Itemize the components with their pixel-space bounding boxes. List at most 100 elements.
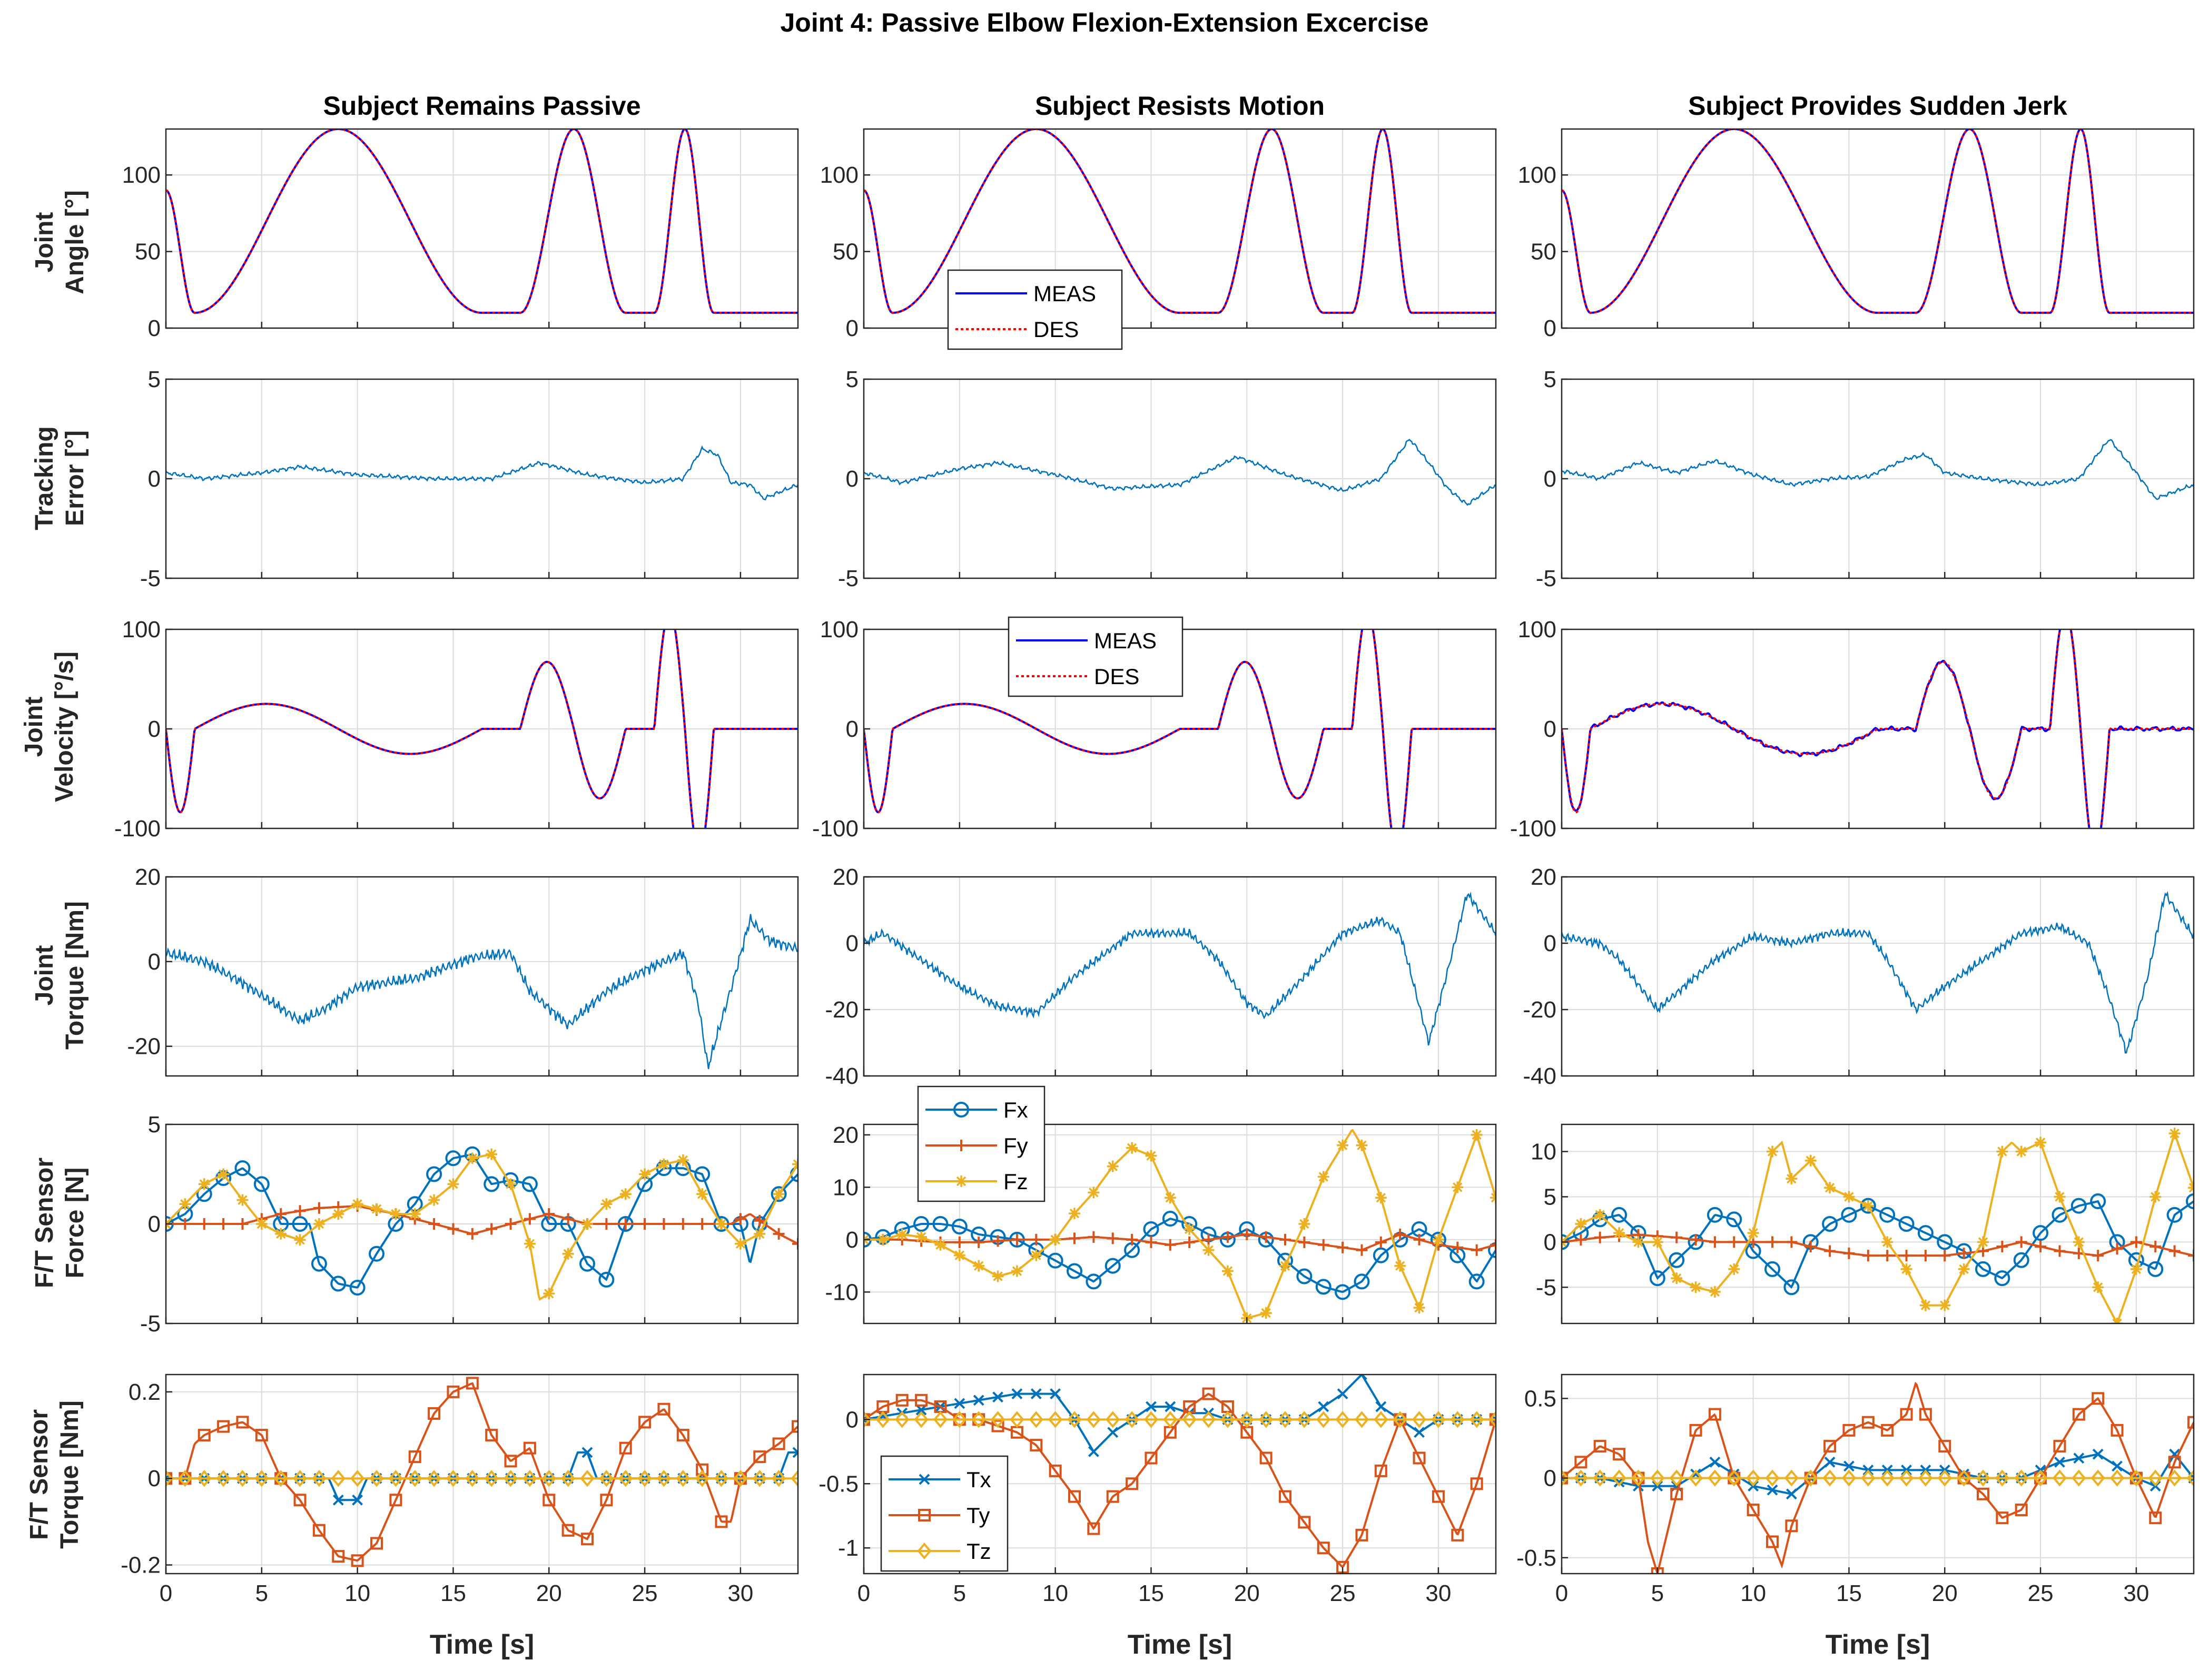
axes-ftorque-col3: -0.5 0 0.5 0 5 10 15 20 25 30 bbox=[1516, 1373, 2195, 1606]
y-tick-label: -100 bbox=[114, 816, 161, 842]
x-tick-label: 30 bbox=[727, 1580, 753, 1606]
y-tick-label: -20 bbox=[1523, 997, 1556, 1023]
series-ty-marker bbox=[466, 1377, 479, 1390]
series-fz-marker bbox=[973, 1260, 985, 1272]
series-fz-marker bbox=[1221, 1265, 1234, 1277]
series-fy-marker bbox=[1881, 1250, 1894, 1262]
legend-label: Fz bbox=[1003, 1169, 1028, 1194]
series-tx-marker bbox=[1165, 1401, 1176, 1412]
axes-jtorque-col2: -40 -20 0 20 bbox=[825, 864, 1497, 1089]
series-fy-marker bbox=[1030, 1233, 1042, 1246]
series-error-line bbox=[1562, 439, 2194, 500]
series-fz-marker bbox=[1375, 1192, 1387, 1204]
legend-label: Fy bbox=[1003, 1133, 1028, 1158]
y-tick-label: 0 bbox=[1544, 1466, 1556, 1491]
series-fx-marker bbox=[1860, 1198, 1876, 1214]
series-fx-marker bbox=[951, 1218, 968, 1234]
series-tz-marker bbox=[1937, 1469, 1952, 1487]
subplot-grid: 050100050100050100-505-505-505-1000100-1… bbox=[114, 128, 2195, 1606]
series-fz-marker bbox=[2035, 1137, 2047, 1149]
series-fy-marker bbox=[1164, 1239, 1176, 1251]
series-ty-marker bbox=[753, 1450, 766, 1464]
series-ty-marker bbox=[1470, 1477, 1483, 1490]
series-tz-marker bbox=[1688, 1469, 1703, 1487]
y-tick-label: -0.5 bbox=[1516, 1545, 1556, 1571]
data-layer bbox=[166, 129, 798, 314]
series-tz-marker bbox=[933, 1411, 948, 1428]
series-fx-marker bbox=[1783, 1279, 1800, 1296]
series-fx-marker bbox=[1898, 1216, 1915, 1232]
series-ty-marker bbox=[1145, 1451, 1158, 1465]
legends: MEAS DES MEAS DES Fx Fy Fz Tx Ty Tz bbox=[880, 269, 1184, 1572]
series-tz-marker bbox=[733, 1470, 748, 1487]
series-fy-marker bbox=[447, 1223, 459, 1235]
series-fx-line bbox=[1562, 1200, 2194, 1289]
series-tz-marker bbox=[656, 1470, 672, 1487]
axes-frame bbox=[863, 1123, 1497, 1325]
series-fx-marker bbox=[579, 1256, 595, 1272]
series-fx-marker bbox=[1707, 1207, 1723, 1223]
series-tz-marker bbox=[599, 1470, 614, 1487]
series-fz-marker bbox=[1298, 1218, 1310, 1230]
y-tick-label: -5 bbox=[140, 1311, 161, 1337]
series-tz-marker bbox=[1784, 1469, 1799, 1487]
row-label-error-line2: Error [°] bbox=[61, 430, 89, 526]
series-ty-marker bbox=[561, 1524, 575, 1537]
row-label-velocity-line1: Joint bbox=[20, 697, 48, 757]
series-tz-marker bbox=[2014, 1469, 2029, 1487]
y-tick-label: 0 bbox=[1544, 466, 1556, 492]
series-tz-marker bbox=[2090, 1469, 2105, 1487]
series-fy-marker bbox=[2130, 1236, 2142, 1248]
series-tx-marker bbox=[1843, 1460, 1855, 1472]
series-tz-marker bbox=[895, 1411, 910, 1428]
series-tz-marker bbox=[1861, 1469, 1876, 1487]
data-layer bbox=[1562, 891, 2194, 1054]
series-fy-marker bbox=[1490, 1239, 1496, 1251]
series-fz-marker bbox=[332, 1208, 344, 1220]
series-fx-marker bbox=[369, 1246, 384, 1262]
series-fy-marker bbox=[562, 1213, 574, 1225]
series-tx-marker bbox=[1337, 1388, 1348, 1399]
x-tick-label: 10 bbox=[344, 1580, 370, 1606]
series-fz-marker bbox=[2149, 1191, 2162, 1203]
series-fz-marker bbox=[934, 1239, 946, 1251]
series-fz-line bbox=[166, 1153, 798, 1301]
series-ty-marker bbox=[772, 1437, 785, 1450]
legend-label: Tz bbox=[967, 1539, 991, 1564]
y-tick-label: 0 bbox=[846, 716, 859, 742]
series-tz-marker bbox=[254, 1470, 269, 1487]
series-ty-marker bbox=[1861, 1416, 1875, 1429]
series-ty-marker bbox=[1823, 1440, 1837, 1453]
series-tz-marker bbox=[752, 1470, 767, 1487]
series-fx-marker bbox=[1143, 1221, 1159, 1237]
axes-frame bbox=[1561, 1373, 2195, 1575]
series-tz-marker bbox=[446, 1470, 461, 1487]
series-fy-marker bbox=[466, 1228, 478, 1240]
series-tz-marker bbox=[2033, 1469, 2048, 1487]
series-fz-marker bbox=[313, 1218, 325, 1230]
data-layer bbox=[166, 445, 798, 501]
series-tx-marker bbox=[581, 1447, 593, 1458]
series-tz-marker bbox=[166, 1470, 173, 1487]
legend-force: Fx Fy Fz bbox=[917, 1085, 1046, 1202]
series-fz-marker bbox=[992, 1270, 1004, 1282]
series-fz-marker bbox=[619, 1188, 632, 1200]
series-fz-marker bbox=[543, 1288, 555, 1300]
x-tick-label: 5 bbox=[953, 1580, 966, 1606]
series-fx-marker bbox=[1104, 1258, 1121, 1274]
series-fx-marker bbox=[1726, 1211, 1742, 1228]
series-fz-marker bbox=[773, 1188, 785, 1200]
series-ty-marker bbox=[2072, 1408, 2085, 1421]
series-tz-marker bbox=[791, 1470, 798, 1487]
series-fy-marker bbox=[1824, 1245, 1836, 1257]
row-label-error-line1: Tracking bbox=[31, 426, 58, 530]
series-tz-marker bbox=[273, 1470, 288, 1487]
series-ty-marker bbox=[1432, 1490, 1445, 1503]
x-tick-label: 20 bbox=[1234, 1580, 1260, 1606]
legend-label: MEAS bbox=[1094, 628, 1157, 653]
series-fz-marker bbox=[1088, 1187, 1100, 1199]
series-tz-marker bbox=[1201, 1411, 1216, 1428]
series-fz-marker bbox=[236, 1194, 249, 1206]
series-tz-marker bbox=[235, 1470, 250, 1487]
